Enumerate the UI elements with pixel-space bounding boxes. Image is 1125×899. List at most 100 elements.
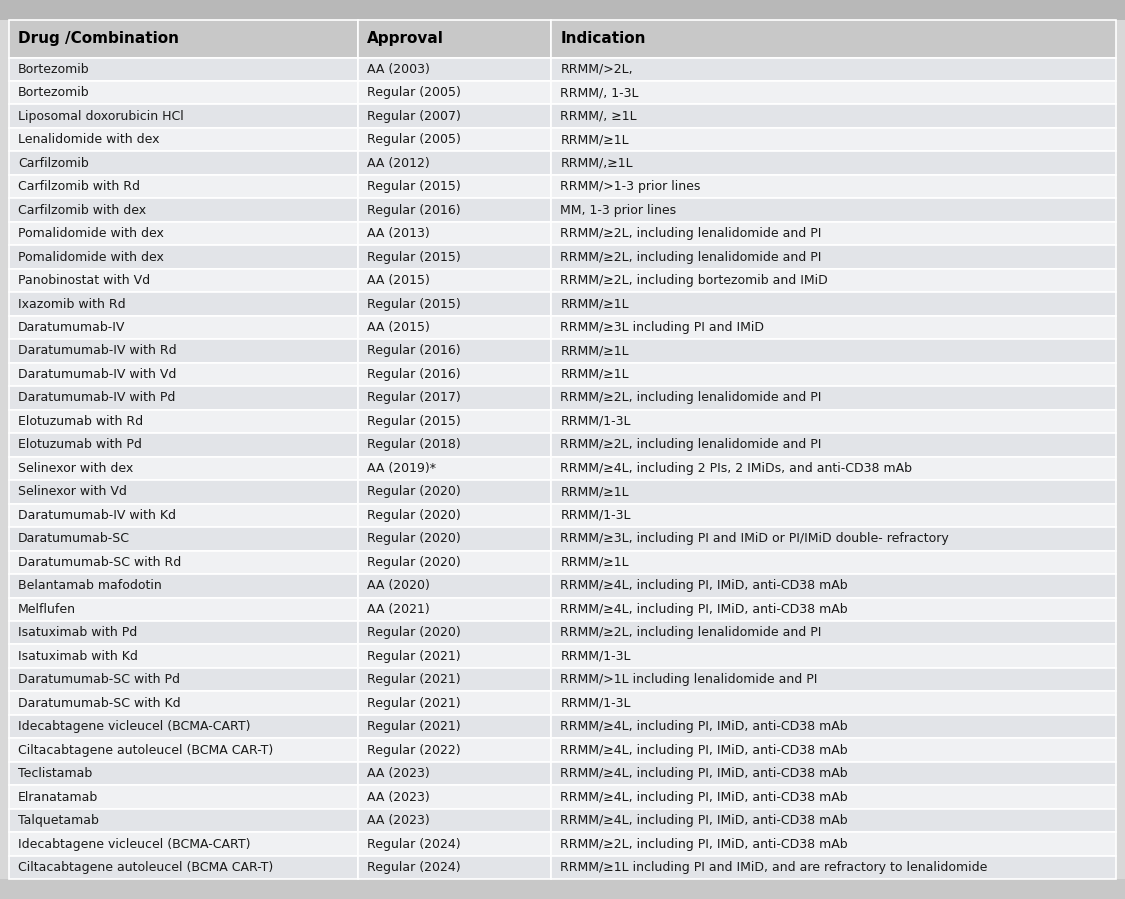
- Bar: [9, 503, 358, 527]
- Bar: [551, 738, 1116, 761]
- Text: Belantamab mafodotin: Belantamab mafodotin: [18, 579, 162, 592]
- Text: Daratumumab-SC: Daratumumab-SC: [18, 532, 129, 546]
- Text: Idecabtagene vicleucel (BCMA-CART): Idecabtagene vicleucel (BCMA-CART): [18, 838, 251, 850]
- Text: RRMM/, ≥1L: RRMM/, ≥1L: [560, 110, 637, 123]
- Text: Teclistamab: Teclistamab: [18, 767, 92, 780]
- Bar: [551, 598, 1116, 621]
- Bar: [358, 480, 551, 503]
- Text: Daratumumab-IV with Rd: Daratumumab-IV with Rd: [18, 344, 177, 358]
- Text: Elotuzumab with Rd: Elotuzumab with Rd: [18, 415, 143, 428]
- Text: Daratumumab-IV with Kd: Daratumumab-IV with Kd: [18, 509, 176, 521]
- Text: Drug /Combination: Drug /Combination: [18, 31, 179, 46]
- Text: Regular (2020): Regular (2020): [367, 556, 460, 569]
- Bar: [551, 20, 1116, 58]
- Bar: [9, 20, 358, 58]
- Text: Regular (2018): Regular (2018): [367, 439, 460, 451]
- Bar: [358, 245, 551, 269]
- Bar: [9, 786, 358, 809]
- Bar: [9, 58, 358, 81]
- Bar: [358, 269, 551, 292]
- Text: Regular (2005): Regular (2005): [367, 86, 460, 99]
- Bar: [9, 832, 358, 856]
- Bar: [358, 222, 551, 245]
- Text: Melflufen: Melflufen: [18, 602, 75, 616]
- Text: MM, 1-3 prior lines: MM, 1-3 prior lines: [560, 204, 676, 217]
- Text: AA (2013): AA (2013): [367, 227, 430, 240]
- Text: Ciltacabtagene autoleucel (BCMA CAR-T): Ciltacabtagene autoleucel (BCMA CAR-T): [18, 861, 273, 874]
- Text: Ixazomib with Rd: Ixazomib with Rd: [18, 298, 126, 310]
- Bar: [9, 222, 358, 245]
- Text: AA (2015): AA (2015): [367, 274, 430, 287]
- Bar: [358, 316, 551, 339]
- Text: RRMM/≥4L, including PI, IMiD, anti-CD38 mAb: RRMM/≥4L, including PI, IMiD, anti-CD38 …: [560, 602, 848, 616]
- Text: AA (2012): AA (2012): [367, 156, 430, 170]
- Text: RRMM/≥1L: RRMM/≥1L: [560, 298, 629, 310]
- Text: AA (2019)*: AA (2019)*: [367, 462, 435, 475]
- Text: Selinexor with Vd: Selinexor with Vd: [18, 485, 127, 498]
- Bar: [358, 550, 551, 574]
- Text: RRMM/>1L including lenalidomide and PI: RRMM/>1L including lenalidomide and PI: [560, 673, 818, 686]
- Bar: [358, 175, 551, 199]
- Text: Approval: Approval: [367, 31, 443, 46]
- Text: Regular (2020): Regular (2020): [367, 485, 460, 498]
- Text: Regular (2015): Regular (2015): [367, 180, 460, 193]
- Bar: [358, 738, 551, 761]
- Bar: [9, 104, 358, 128]
- Text: RRMM/≥4L, including PI, IMiD, anti-CD38 mAb: RRMM/≥4L, including PI, IMiD, anti-CD38 …: [560, 579, 848, 592]
- Bar: [358, 387, 551, 410]
- Bar: [9, 598, 358, 621]
- Bar: [551, 339, 1116, 362]
- Bar: [358, 809, 551, 832]
- Bar: [551, 761, 1116, 786]
- Text: RRMM/≥4L, including PI, IMiD, anti-CD38 mAb: RRMM/≥4L, including PI, IMiD, anti-CD38 …: [560, 720, 848, 733]
- Bar: [9, 128, 358, 151]
- Bar: [358, 199, 551, 222]
- Bar: [9, 527, 358, 550]
- Bar: [551, 128, 1116, 151]
- Bar: [551, 786, 1116, 809]
- Bar: [9, 292, 358, 316]
- Bar: [358, 503, 551, 527]
- Bar: [358, 339, 551, 362]
- Bar: [9, 81, 358, 104]
- Text: Lenalidomide with dex: Lenalidomide with dex: [18, 133, 160, 147]
- Bar: [551, 832, 1116, 856]
- Bar: [0, 879, 1125, 899]
- Bar: [551, 292, 1116, 316]
- Text: Daratumumab-SC with Pd: Daratumumab-SC with Pd: [18, 673, 180, 686]
- Bar: [551, 550, 1116, 574]
- Bar: [358, 786, 551, 809]
- Text: RRMM/≥4L, including PI, IMiD, anti-CD38 mAb: RRMM/≥4L, including PI, IMiD, anti-CD38 …: [560, 790, 848, 804]
- Bar: [9, 269, 358, 292]
- Text: RRMM/≥2L, including lenalidomide and PI: RRMM/≥2L, including lenalidomide and PI: [560, 227, 821, 240]
- Bar: [358, 621, 551, 645]
- Text: Carfilzomib with Rd: Carfilzomib with Rd: [18, 180, 140, 193]
- Text: RRMM/≥1L: RRMM/≥1L: [560, 485, 629, 498]
- Bar: [9, 151, 358, 175]
- Bar: [551, 222, 1116, 245]
- Text: RRMM/1-3L: RRMM/1-3L: [560, 650, 631, 663]
- Text: AA (2023): AA (2023): [367, 790, 430, 804]
- Bar: [358, 574, 551, 598]
- Text: Idecabtagene vicleucel (BCMA-CART): Idecabtagene vicleucel (BCMA-CART): [18, 720, 251, 733]
- Bar: [9, 316, 358, 339]
- Bar: [358, 292, 551, 316]
- Bar: [551, 668, 1116, 691]
- Text: Liposomal doxorubicin HCl: Liposomal doxorubicin HCl: [18, 110, 183, 123]
- Text: Regular (2021): Regular (2021): [367, 720, 460, 733]
- Text: Regular (2022): Regular (2022): [367, 743, 460, 757]
- Text: Ciltacabtagene autoleucel (BCMA CAR-T): Ciltacabtagene autoleucel (BCMA CAR-T): [18, 743, 273, 757]
- Bar: [551, 269, 1116, 292]
- Bar: [551, 316, 1116, 339]
- Bar: [551, 199, 1116, 222]
- Text: Regular (2016): Regular (2016): [367, 368, 460, 381]
- Bar: [9, 856, 358, 879]
- Bar: [551, 645, 1116, 668]
- Bar: [9, 457, 358, 480]
- Text: Regular (2021): Regular (2021): [367, 673, 460, 686]
- Bar: [358, 433, 551, 457]
- Bar: [9, 175, 358, 199]
- Bar: [358, 457, 551, 480]
- Bar: [551, 856, 1116, 879]
- Bar: [358, 128, 551, 151]
